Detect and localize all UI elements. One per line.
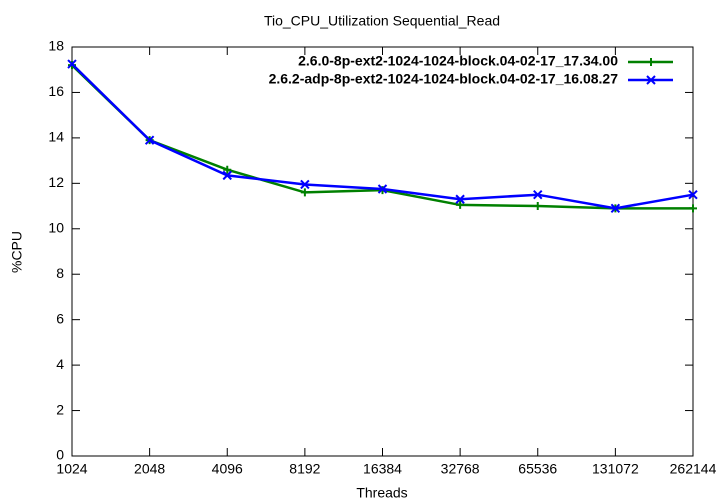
legend-marker xyxy=(647,58,655,66)
x-tick-label: 262144 xyxy=(670,461,717,477)
y-tick-label: 12 xyxy=(48,174,64,190)
point-marker xyxy=(688,189,698,200)
x-tick-label: 32768 xyxy=(441,461,480,477)
point-marker xyxy=(377,184,388,194)
x-axis-label: Threads xyxy=(356,485,407,501)
y-axis-label: %CPU xyxy=(9,231,25,273)
y-tick-label: 0 xyxy=(56,447,64,463)
y-tick-label: 2 xyxy=(56,401,64,417)
y-tick-label: 6 xyxy=(56,310,64,326)
legend-label: 2.6.2-adp-8p-ext2-1024-1024-block.04-02-… xyxy=(269,71,619,87)
chart-title: Tio_CPU_Utilization Sequential_Read xyxy=(264,13,500,29)
y-tick-label: 16 xyxy=(48,83,64,99)
x-tick-label: 65536 xyxy=(518,461,557,477)
x-tick-label: 131072 xyxy=(592,461,639,477)
point-marker xyxy=(67,59,77,69)
point-marker xyxy=(222,170,232,181)
x-tick-label: 1024 xyxy=(56,461,87,477)
legend-marker xyxy=(646,75,656,85)
point-marker xyxy=(689,204,697,213)
y-tick-label: 14 xyxy=(48,129,64,145)
point-marker xyxy=(300,179,310,190)
legend-label: 2.6.0-8p-ext2-1024-1024-block.04-02-17_1… xyxy=(298,53,618,69)
point-marker xyxy=(144,135,155,145)
point-marker xyxy=(456,200,465,209)
point-marker xyxy=(455,194,465,204)
x-tick-label: 2048 xyxy=(134,461,165,477)
y-tick-label: 10 xyxy=(48,219,64,235)
point-marker xyxy=(533,202,542,211)
point-marker xyxy=(300,188,309,197)
x-tick-label: 4096 xyxy=(212,461,243,477)
x-tick-label: 8192 xyxy=(289,461,320,477)
y-tick-label: 18 xyxy=(48,38,64,54)
x-tick-label: 16384 xyxy=(363,461,402,477)
point-marker xyxy=(223,165,232,174)
point-marker xyxy=(533,189,543,200)
y-tick-label: 4 xyxy=(56,356,64,372)
y-tick-label: 8 xyxy=(56,265,64,281)
point-marker xyxy=(610,203,621,214)
